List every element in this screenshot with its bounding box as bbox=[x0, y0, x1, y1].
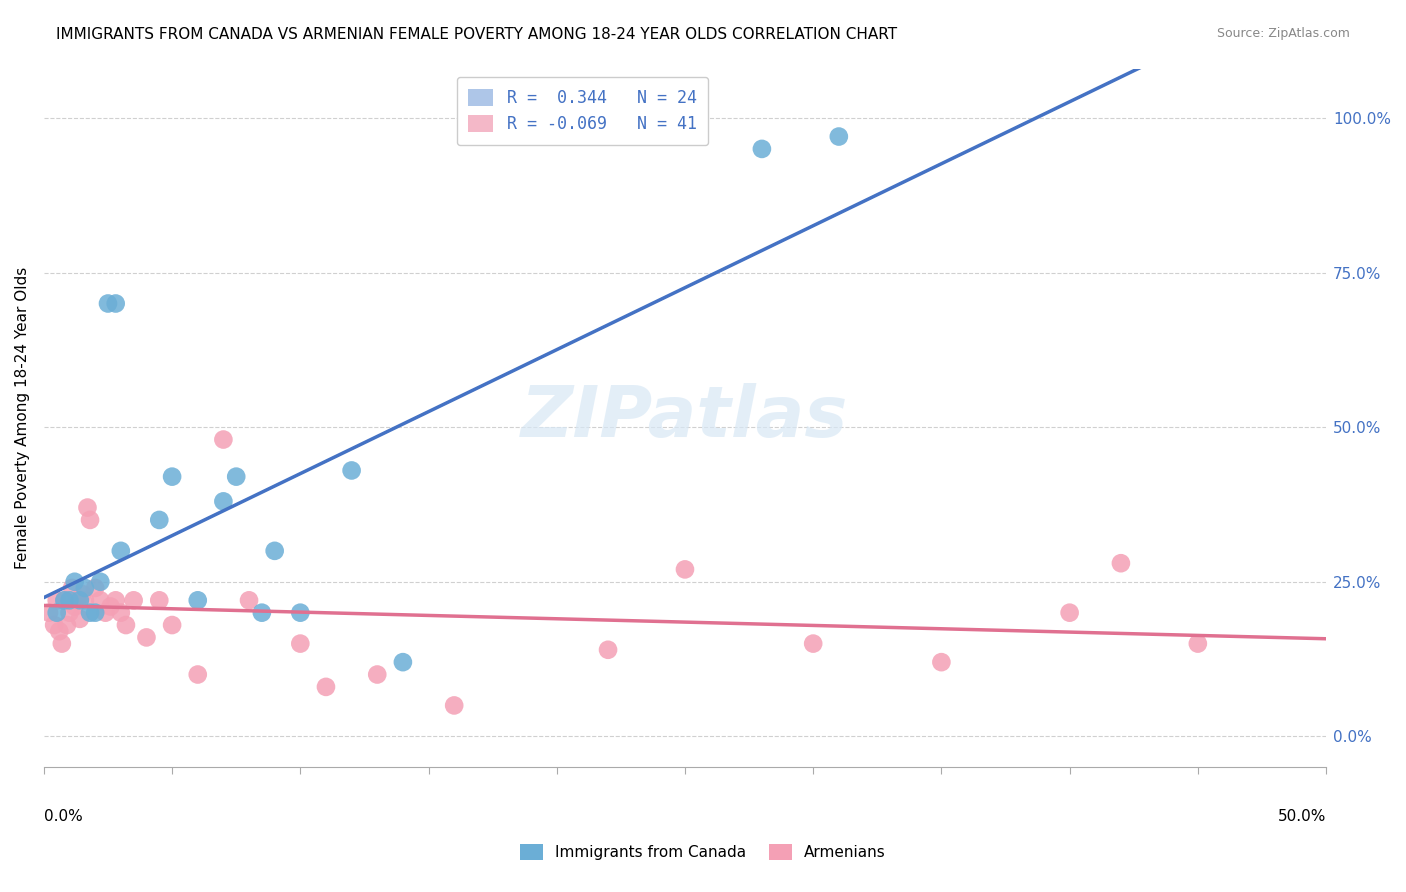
Armenians bbox=[45, 593, 67, 607]
Immigrants from Canada bbox=[340, 463, 363, 477]
Immigrants from Canada bbox=[79, 606, 101, 620]
Armenians bbox=[53, 593, 76, 607]
Text: Source: ZipAtlas.com: Source: ZipAtlas.com bbox=[1216, 27, 1350, 40]
Text: IMMIGRANTS FROM CANADA VS ARMENIAN FEMALE POVERTY AMONG 18-24 YEAR OLDS CORRELAT: IMMIGRANTS FROM CANADA VS ARMENIAN FEMAL… bbox=[56, 27, 897, 42]
Text: ZIPatlas: ZIPatlas bbox=[522, 384, 849, 452]
Immigrants from Canada bbox=[73, 581, 96, 595]
Immigrants from Canada bbox=[63, 574, 86, 589]
Armenians bbox=[673, 562, 696, 576]
Armenians bbox=[73, 593, 96, 607]
Armenians bbox=[212, 433, 235, 447]
Armenians bbox=[58, 606, 80, 620]
Armenians bbox=[44, 618, 66, 632]
Armenians bbox=[66, 593, 89, 607]
Armenians bbox=[596, 642, 619, 657]
Immigrants from Canada bbox=[263, 544, 285, 558]
Armenians bbox=[63, 599, 86, 614]
Armenians bbox=[89, 593, 111, 607]
Armenians bbox=[48, 624, 70, 639]
Immigrants from Canada bbox=[97, 296, 120, 310]
Immigrants from Canada bbox=[45, 606, 67, 620]
Armenians bbox=[69, 612, 91, 626]
Armenians bbox=[76, 500, 98, 515]
Armenians bbox=[443, 698, 465, 713]
Legend: R =  0.344   N = 24, R = -0.069   N = 41: R = 0.344 N = 24, R = -0.069 N = 41 bbox=[457, 77, 709, 145]
Immigrants from Canada bbox=[751, 142, 773, 156]
Immigrants from Canada bbox=[104, 296, 127, 310]
Armenians bbox=[122, 593, 145, 607]
Text: 0.0%: 0.0% bbox=[44, 809, 83, 824]
Armenians bbox=[290, 637, 312, 651]
Armenians bbox=[366, 667, 388, 681]
Armenians bbox=[1187, 637, 1209, 651]
Armenians bbox=[110, 606, 132, 620]
Armenians bbox=[160, 618, 183, 632]
Immigrants from Canada bbox=[69, 593, 91, 607]
Immigrants from Canada bbox=[148, 513, 170, 527]
Armenians bbox=[72, 587, 94, 601]
Immigrants from Canada bbox=[84, 606, 107, 620]
Immigrants from Canada bbox=[160, 469, 183, 483]
Armenians bbox=[115, 618, 138, 632]
Immigrants from Canada bbox=[53, 593, 76, 607]
Text: 50.0%: 50.0% bbox=[1278, 809, 1326, 824]
Armenians bbox=[38, 606, 60, 620]
Immigrants from Canada bbox=[250, 606, 273, 620]
Immigrants from Canada bbox=[110, 544, 132, 558]
Armenians bbox=[931, 655, 953, 669]
Armenians bbox=[1059, 606, 1081, 620]
Immigrants from Canada bbox=[212, 494, 235, 508]
Armenians bbox=[135, 631, 157, 645]
Y-axis label: Female Poverty Among 18-24 Year Olds: Female Poverty Among 18-24 Year Olds bbox=[15, 267, 30, 569]
Armenians bbox=[60, 581, 83, 595]
Immigrants from Canada bbox=[187, 593, 209, 607]
Immigrants from Canada bbox=[392, 655, 415, 669]
Immigrants from Canada bbox=[89, 574, 111, 589]
Immigrants from Canada bbox=[58, 593, 80, 607]
Armenians bbox=[51, 637, 73, 651]
Armenians bbox=[801, 637, 824, 651]
Immigrants from Canada bbox=[828, 129, 851, 144]
Armenians bbox=[148, 593, 170, 607]
Armenians bbox=[79, 513, 101, 527]
Immigrants from Canada bbox=[225, 469, 247, 483]
Armenians bbox=[238, 593, 260, 607]
Armenians bbox=[315, 680, 337, 694]
Immigrants from Canada bbox=[290, 606, 312, 620]
Armenians bbox=[1109, 556, 1132, 570]
Armenians bbox=[94, 606, 117, 620]
Armenians bbox=[84, 581, 107, 595]
Armenians bbox=[104, 593, 127, 607]
Armenians bbox=[100, 599, 122, 614]
Armenians bbox=[56, 618, 79, 632]
Legend: Immigrants from Canada, Armenians: Immigrants from Canada, Armenians bbox=[513, 838, 893, 866]
Armenians bbox=[187, 667, 209, 681]
